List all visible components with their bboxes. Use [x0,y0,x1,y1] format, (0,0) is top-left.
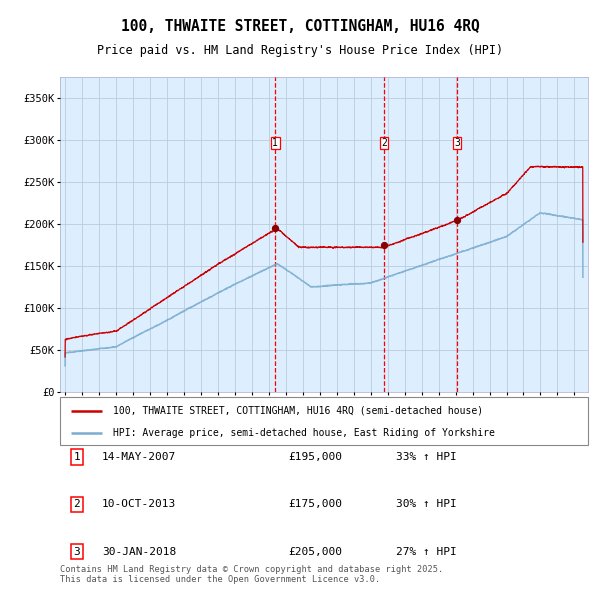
Point [452,215,462,225]
Text: 14-MAY-2007: 14-MAY-2007 [102,453,176,462]
Text: 100, THWAITE STREET, COTTINGHAM, HU16 4RQ: 100, THWAITE STREET, COTTINGHAM, HU16 4R… [121,19,479,34]
Text: HPI: Average price, semi-detached house, East Riding of Yorkshire: HPI: Average price, semi-detached house,… [113,428,494,438]
Text: 33% ↑ HPI: 33% ↑ HPI [396,453,457,462]
FancyBboxPatch shape [60,397,588,445]
Text: 10-OCT-2013: 10-OCT-2013 [102,500,176,509]
Text: £195,000: £195,000 [288,453,342,462]
Text: 3: 3 [454,138,460,148]
Text: 30% ↑ HPI: 30% ↑ HPI [396,500,457,509]
Text: £205,000: £205,000 [288,547,342,556]
Text: Contains HM Land Registry data © Crown copyright and database right 2025.
This d: Contains HM Land Registry data © Crown c… [60,565,443,584]
Text: 27% ↑ HPI: 27% ↑ HPI [396,547,457,556]
Text: 2: 2 [73,500,80,509]
Text: 2: 2 [381,138,387,148]
Text: 30-JAN-2018: 30-JAN-2018 [102,547,176,556]
Text: 1: 1 [73,453,80,462]
Text: 1: 1 [272,138,278,148]
Point [379,240,389,250]
Point [271,224,280,233]
Text: 3: 3 [73,547,80,556]
Text: Price paid vs. HM Land Registry's House Price Index (HPI): Price paid vs. HM Land Registry's House … [97,44,503,57]
Text: 100, THWAITE STREET, COTTINGHAM, HU16 4RQ (semi-detached house): 100, THWAITE STREET, COTTINGHAM, HU16 4R… [113,405,483,415]
Text: £175,000: £175,000 [288,500,342,509]
